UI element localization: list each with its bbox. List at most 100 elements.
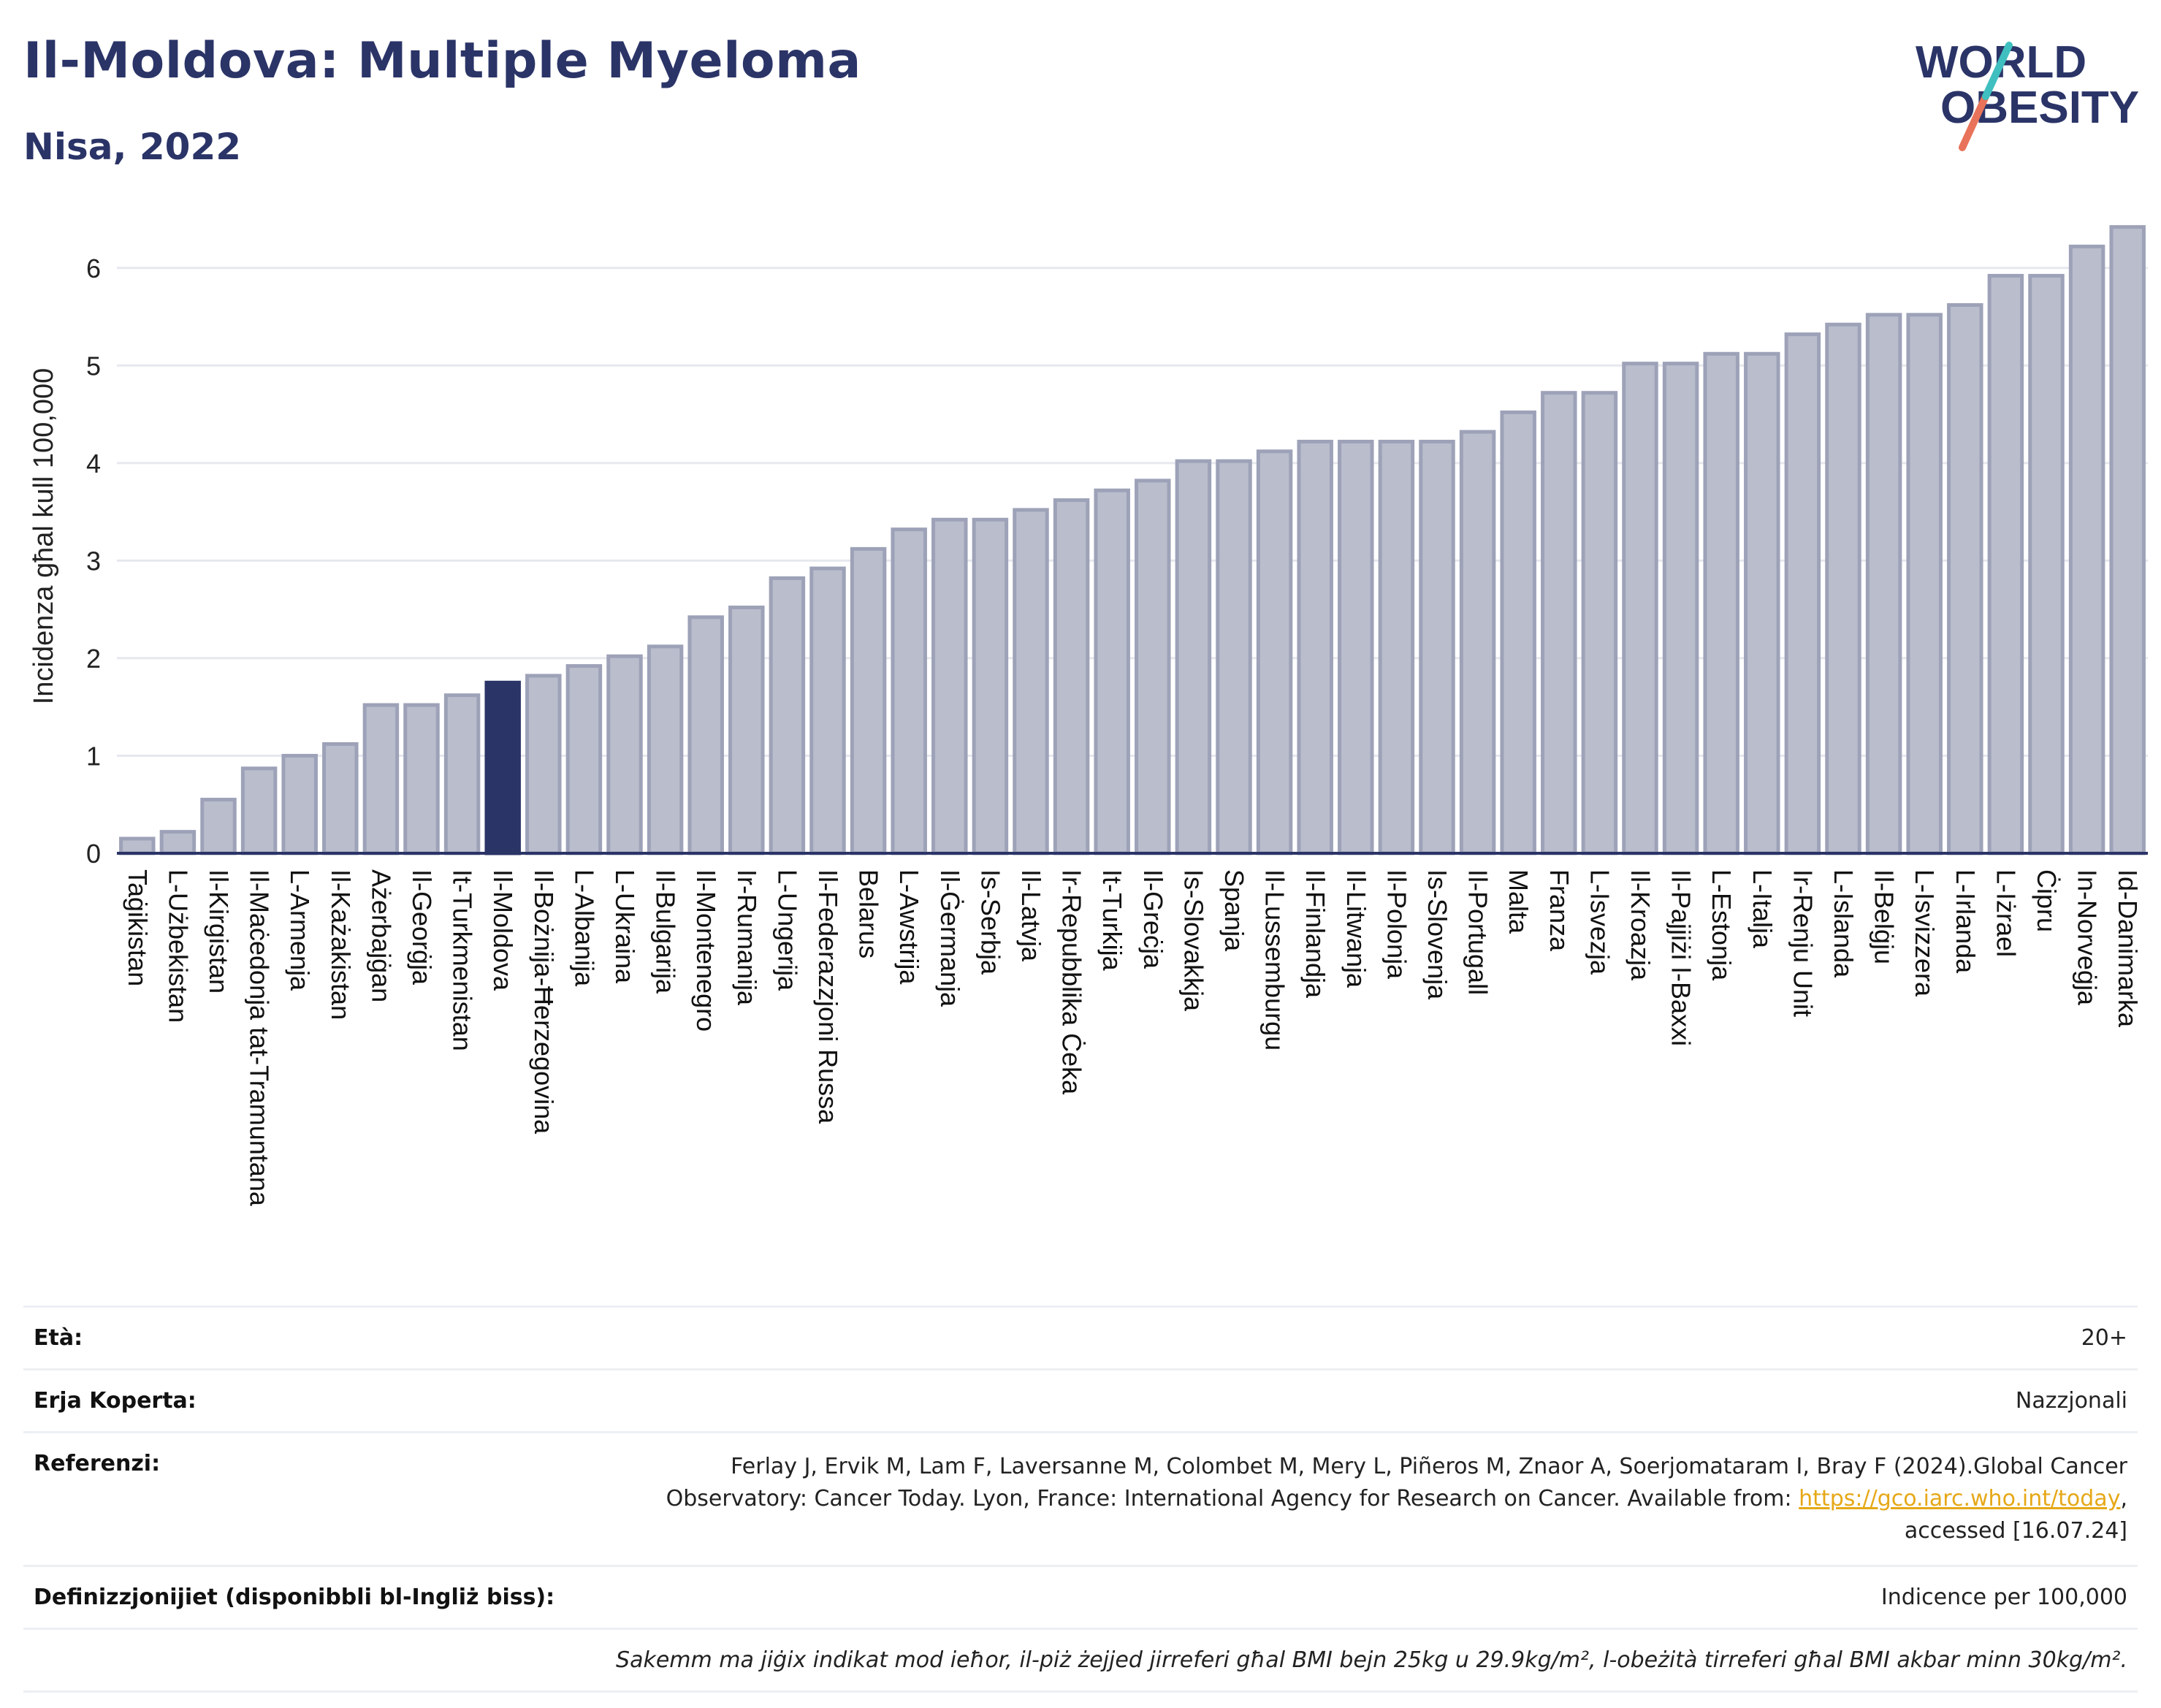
- bar: [1825, 322, 1861, 855]
- x-tick-label: In-Norveġja: [2073, 869, 2103, 1006]
- info-row-area: Erja Koperta: Nazzjonali: [23, 1368, 2138, 1431]
- bar: [1459, 430, 1496, 855]
- bar: [1987, 273, 2024, 855]
- bar: [647, 644, 684, 855]
- bar: [240, 766, 278, 855]
- bar: [1581, 391, 1618, 855]
- x-tick-label: Il-Kirgistan: [204, 869, 234, 994]
- x-tick-label: Franza: [1544, 869, 1574, 952]
- x-tick-label: Id-Danimarka: [2113, 869, 2143, 1028]
- x-tick-label: Ir-Repubblika Ċeka: [1057, 869, 1087, 1095]
- x-tick-label: L-Ukraina: [610, 869, 640, 984]
- bar: [1338, 439, 1374, 855]
- x-tick-label: Il-Litwanja: [1341, 869, 1371, 988]
- x-tick-label: Il-Każakistan: [326, 869, 356, 1020]
- x-tick-label: Il-Latvja: [1016, 869, 1046, 962]
- x-tick-label: L-Islanda: [1829, 869, 1859, 978]
- x-tick-label: L-Iżrael: [1991, 869, 2021, 957]
- x-tick-label: Il-Maċedonja tat-Tramuntana: [245, 869, 275, 1207]
- y-tick-label: 2: [86, 644, 101, 674]
- x-tick-label: Il-Pajjiżi l-Baxxi: [1666, 869, 1696, 1046]
- x-tick-label: Il-Portugall: [1463, 869, 1493, 995]
- bar: [972, 517, 1009, 855]
- area-label: Erja Koperta:: [34, 1388, 197, 1414]
- ref-text-2: , accessed [16.07.24]: [1904, 1486, 2127, 1544]
- bar: [891, 527, 927, 855]
- info-row-age: Età: 20+: [23, 1305, 2138, 1368]
- x-tick-label: L-Isvizzera: [1910, 869, 1940, 997]
- bar: [484, 680, 521, 855]
- age-label: Età:: [34, 1325, 83, 1351]
- bar: [403, 703, 440, 855]
- x-tick-label: Il-Bożnija-Ħerzegovina: [529, 869, 559, 1135]
- ref-link[interactable]: https://gco.iarc.who.int/today: [1799, 1486, 2121, 1511]
- bar: [687, 615, 724, 855]
- info-table: Età: 20+ Erja Koperta: Nazzjonali Refere…: [23, 1305, 2138, 1693]
- bar: [1378, 439, 1415, 855]
- bar: [119, 836, 156, 855]
- bar: [159, 830, 197, 855]
- x-tick-label: Il-Finlandja: [1300, 869, 1330, 999]
- bar: [2109, 225, 2146, 855]
- bar: [1013, 508, 1049, 855]
- bar: [1135, 479, 1171, 855]
- world-obesity-logo: WORLD OBESITY: [1916, 37, 2139, 151]
- x-tick-label: L-Estonja: [1707, 869, 1737, 981]
- x-tick-label: Il-Ġermanja: [935, 869, 965, 1007]
- x-tick-label: Ir-Rumanija: [732, 869, 762, 1006]
- bar: [1947, 303, 1983, 855]
- bar: [2028, 273, 2065, 855]
- age-value: 20+: [2081, 1325, 2127, 1351]
- bar: [565, 664, 603, 855]
- x-tick-label: Il-Montenegro: [691, 869, 721, 1032]
- bar: [1703, 351, 1739, 855]
- bar: [1297, 439, 1333, 855]
- x-tick-label: L-Armenja: [285, 869, 315, 991]
- bar: [1744, 351, 1780, 855]
- bar: [850, 546, 887, 855]
- x-tick-label: It-Turkija: [1097, 869, 1127, 972]
- x-tick-label: Il-Moldova: [488, 869, 518, 991]
- x-tick-label: L-Awstrija: [894, 869, 924, 985]
- area-value: Nazzjonali: [2015, 1388, 2127, 1414]
- def-value: Indicence per 100,000: [1880, 1585, 2127, 1610]
- bar: [1175, 459, 1212, 855]
- bmi-note: Sakemm ma jiġix indikat mod ieħor, il-pi…: [616, 1647, 2127, 1673]
- page-subtitle: Nisa, 2022: [23, 126, 242, 168]
- x-tick-label: Malta: [1503, 869, 1533, 934]
- x-tick-label: L-Italja: [1748, 869, 1777, 949]
- bar: [200, 798, 237, 855]
- x-tick-label: Ċipru: [2032, 869, 2062, 932]
- bar: [525, 674, 562, 855]
- logo-slash-bottom: [1959, 93, 1989, 151]
- bar: [1419, 439, 1455, 855]
- x-tick-label: Taġikistan: [123, 869, 153, 986]
- x-tick-label: Is-Slovenja: [1422, 869, 1452, 1000]
- x-tick-label: Ażerbajġan: [366, 869, 396, 1002]
- y-tick-label: 3: [86, 546, 101, 576]
- x-tick-label: Il-Federazzjoni Russa: [813, 869, 843, 1124]
- y-tick-label: 1: [86, 741, 101, 771]
- bar: [362, 703, 400, 855]
- x-tick-label: Il-Georġja: [407, 869, 437, 985]
- bar: [1216, 459, 1252, 855]
- x-tick-label: Ir-Renju Unit: [1788, 869, 1818, 1017]
- info-row-references: Referenzi: Ferlay J, Ervik M, Lam F, Lav…: [23, 1431, 2138, 1565]
- bar-chart: 0 1 2 3 4 5 6 Incidenza għal kull 100,000 Taġiki…: [28, 225, 2148, 1207]
- bar: [281, 753, 318, 855]
- bar: [322, 741, 359, 855]
- x-tick-label: L-Isvezja: [1585, 869, 1615, 975]
- bar: [1906, 313, 1943, 855]
- info-row-note: Sakemm ma jiġix indikat mod ieħor, il-pi…: [23, 1628, 2138, 1693]
- y-tick-label: 0: [86, 839, 101, 869]
- bar: [1094, 488, 1130, 855]
- info-row-definitions: Definizzjonijiet (disponibbli bl-Ingliż …: [23, 1565, 2138, 1628]
- bar: [1784, 332, 1821, 855]
- y-axis-label: Incidenza għal kull 100,000: [28, 368, 59, 705]
- x-tick-label: L-Albanija: [569, 869, 599, 987]
- y-tick-label: 4: [86, 449, 101, 479]
- x-tick-label: L-Irlanda: [1951, 869, 1981, 974]
- x-tick-label: It-Turkmenistan: [448, 869, 478, 1051]
- page-title: Il-Moldova: Multiple Myeloma: [23, 32, 861, 90]
- x-tick-label: Il-Lussemburgu: [1260, 869, 1290, 1051]
